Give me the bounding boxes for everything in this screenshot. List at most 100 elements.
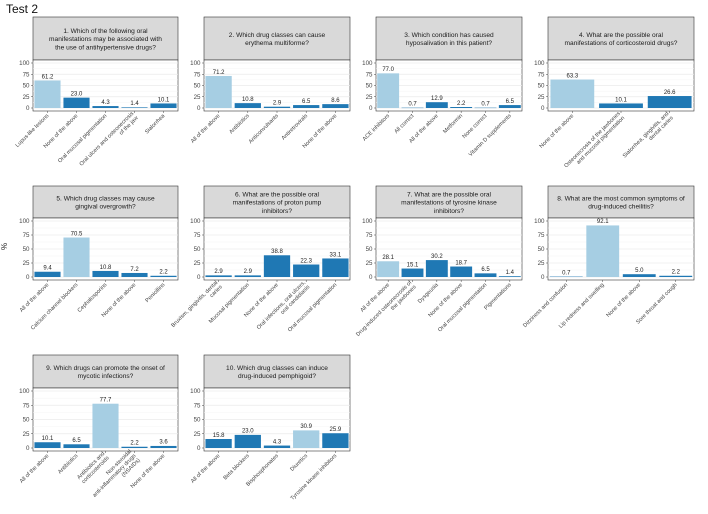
- panel-6-ytick-label: 50: [194, 246, 201, 253]
- panel-5-category-label-line: All of the above: [19, 282, 51, 314]
- panel-10-bar: [322, 433, 349, 448]
- panel-10-category-label: Beta blockers: [223, 453, 251, 481]
- panel-5-value-label: 7.2: [130, 267, 139, 273]
- panel-8-value-label: 0.7: [562, 270, 571, 276]
- panel-8-value-label: 5.0: [635, 268, 644, 274]
- panel-5-strip: [32, 185, 179, 219]
- panel-3-title-line: 3. Which condition has caused: [404, 32, 494, 39]
- panel-8-value-label: 92.1: [597, 219, 609, 225]
- panel-8-bar: [586, 225, 620, 277]
- panel-10-ytick-label: 75: [194, 402, 201, 409]
- panel-5-value-label: 2.2: [159, 270, 168, 276]
- panel-9-bar: [63, 444, 90, 448]
- panel-2-strip: [203, 16, 351, 61]
- panel-6-value-label: 33.1: [330, 252, 342, 258]
- panel-4-ytick-label: 75: [538, 71, 545, 78]
- panel-2-value-label: 6.5: [302, 99, 311, 105]
- panel-6-bar: [234, 275, 261, 277]
- panel-4-category-label: Sialorrhea, gingivitis, anddental caries: [622, 111, 675, 164]
- panel-10-ytick-label: 25: [194, 431, 201, 438]
- panel-5-value-label: 70.5: [71, 231, 83, 237]
- panel-7-category-label-line: Dysgeusia: [417, 282, 440, 305]
- panel-4-value-label: 63.3: [566, 73, 578, 79]
- panel-1-value-label: 10.1: [158, 97, 170, 103]
- panel-9-value-label: 77.7: [100, 398, 112, 404]
- panel-9-value-label: 6.5: [72, 438, 81, 444]
- panel-3-category-label-line: All correct: [394, 113, 416, 135]
- panel-2-ytick-label: 75: [194, 71, 201, 78]
- panel-2-value-label: 8.6: [331, 98, 340, 104]
- panel-9-category-label: All of the above: [19, 453, 51, 485]
- panel-1-category-label: Oral ulcers and osteonecrosisof the jaw: [79, 110, 141, 172]
- panel-8-category-label-line: None of the above: [606, 282, 643, 319]
- panel-2-category-label-line: Antibiotics: [228, 113, 250, 135]
- panel-2-ytick-label: 100: [190, 60, 201, 67]
- panel-6-bar: [263, 255, 291, 277]
- page-title: Test 2: [6, 2, 39, 16]
- panel-8-ytick-label: 75: [538, 232, 545, 239]
- panel-8-category-label: None of the above: [606, 282, 643, 319]
- panel-1-category-label-line: Oral mucosal pigmentation: [57, 113, 108, 164]
- panel-6-bar: [293, 264, 320, 277]
- panel-1-bar: [121, 107, 148, 108]
- panel-3-category-label: Vitamin D supplements: [468, 113, 513, 158]
- panel-9-title-line: 9. Which drugs can promote the onset of: [46, 365, 165, 372]
- panel-1-ytick-label: 50: [23, 83, 30, 90]
- panel-1-value-label: 61.2: [42, 74, 54, 80]
- panel-4-title-line: 4. What are the possible oral: [579, 32, 663, 39]
- panel-10-bar: [293, 430, 320, 448]
- panel-7-bar: [498, 276, 521, 277]
- panel-5-bar: [63, 237, 90, 277]
- panel-10-category-label: Diuretics: [289, 453, 309, 473]
- panel-2-title-line: erythema multiforme?: [245, 40, 309, 47]
- panel-3-value-label: 77.0: [382, 67, 394, 73]
- panel-5-ytick-label: 0: [26, 274, 30, 281]
- panel-7-ytick-label: 50: [366, 246, 373, 253]
- panel-2-ytick-label: 25: [194, 94, 201, 101]
- panel-6-ytick-label: 75: [194, 232, 201, 239]
- panel-5-value-label: 10.8: [100, 265, 112, 271]
- panel-9-category-label-line: All of the above: [19, 453, 51, 485]
- panel-7-ytick-label: 100: [362, 218, 373, 225]
- panel-5-category-label-line: Cephalosporins: [77, 282, 109, 314]
- panel-3-category-label: ACE inhibitors: [362, 113, 391, 142]
- panel-1-title-line: the use of antihypertensive drugs?: [55, 44, 156, 51]
- panel-6-value-label: 2.9: [244, 269, 253, 275]
- panel-3-category-label: All correct: [394, 113, 416, 135]
- panel-7-title-line: 7. What are the possible oral: [407, 191, 491, 198]
- panel-2-category-label: Antiretrovirals: [281, 113, 310, 142]
- panel-10-ytick-label: 50: [194, 417, 201, 424]
- panel-2-bar: [205, 75, 232, 108]
- panel-7-ytick-label: 25: [366, 260, 373, 267]
- panel-7-ytick-label: 75: [366, 232, 373, 239]
- panel-9-value-label: 10.1: [42, 436, 54, 442]
- panel-10-ytick-label: 0: [197, 445, 201, 452]
- panel-2-category-label: Antibiotics: [228, 113, 250, 135]
- panel-9-ytick-label: 75: [23, 402, 30, 409]
- panel-10-category-label: Bisphosphonates: [245, 453, 280, 488]
- panel-1-bar: [92, 106, 119, 108]
- panel-7-value-label: 1.4: [506, 270, 515, 276]
- panel-3-category-label-line: ACE inhibitors: [362, 113, 391, 142]
- panel-1-category-label: Oral mucosal pigmentation: [57, 113, 108, 164]
- panel-6-bar: [205, 275, 232, 277]
- panel-8-ytick-label: 25: [538, 260, 545, 267]
- panel-1-category-label: Sialorrhea: [144, 113, 167, 136]
- panel-6-category-label: Oral infections, oral ulcers,oral candid…: [256, 280, 312, 336]
- panel-7-value-label: 15.1: [407, 262, 419, 268]
- panel-6-ytick-label: 25: [194, 260, 201, 267]
- panel-1-strip: [32, 16, 179, 61]
- panel-4-category-label-line: and mucosal pigmentation: [576, 115, 626, 165]
- panel-4-ytick-label: 100: [534, 60, 545, 67]
- panel-3-bar: [498, 105, 521, 108]
- panel-7-bar: [474, 273, 497, 277]
- panel-3-category-label-line: Metformin: [442, 113, 464, 135]
- panel-3-ytick-label: 0: [369, 105, 373, 112]
- panel-6-category-label: Bruxism, gingivitis, dentalcaries: [170, 280, 223, 333]
- panel-8-ytick-label: 50: [538, 246, 545, 253]
- panel-10-value-label: 25.9: [330, 427, 342, 433]
- panel-5-bar: [121, 272, 148, 277]
- panel-2-bar: [322, 104, 349, 108]
- panel-2-category-label: All of the above: [190, 113, 222, 145]
